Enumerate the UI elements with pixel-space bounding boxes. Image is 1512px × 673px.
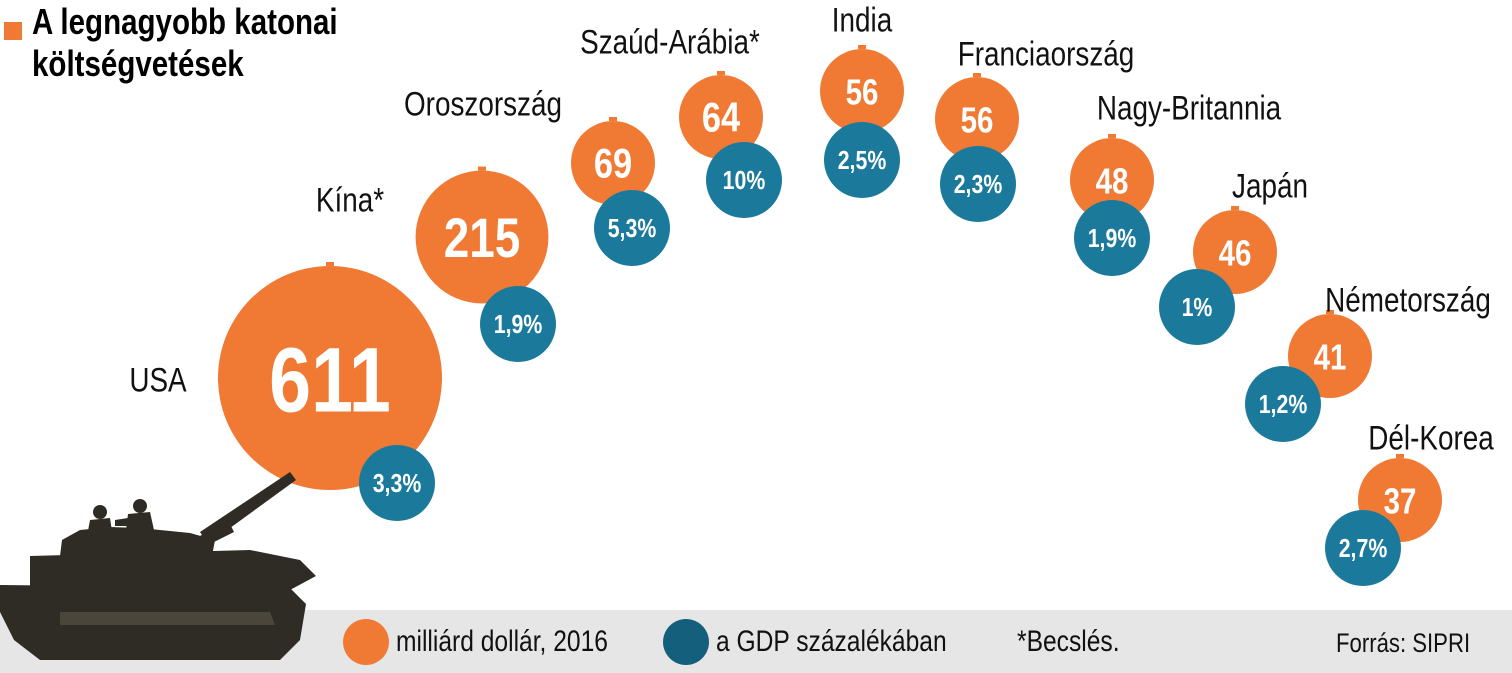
gdp-bubble — [1245, 366, 1321, 442]
spending-bubble — [820, 49, 904, 133]
spending-value-label: 69 — [594, 140, 632, 187]
title-line-1: A legnagyobb katonai — [32, 1, 338, 42]
legend-spending-marker — [343, 619, 389, 665]
gdp-bubble — [480, 286, 556, 362]
spending-value-label: 64 — [702, 94, 741, 141]
bubble-tick — [1326, 310, 1334, 314]
country-label: Franciaország — [958, 35, 1135, 73]
bubble-tick — [326, 262, 334, 266]
spending-value-label: 611 — [269, 329, 391, 432]
country-label: USA — [129, 361, 187, 399]
spending-value-label: 215 — [444, 207, 521, 269]
gdp-bubble — [1325, 510, 1401, 586]
spending-value-label: 37 — [1384, 481, 1417, 521]
gdp-value-label: 2,7% — [1339, 534, 1388, 564]
legend-gdp-marker — [663, 619, 709, 665]
gdp-bubble — [940, 146, 1016, 222]
bubble-tick — [609, 117, 617, 121]
bubble-tick — [973, 73, 981, 77]
spending-bubble — [679, 75, 763, 159]
country-label: Nagy-Britannia — [1097, 89, 1282, 127]
spending-bubble — [571, 121, 655, 205]
gdp-bubble — [359, 445, 435, 521]
spending-bubble — [935, 77, 1019, 161]
tank-silhouette — [0, 472, 316, 660]
title-line-2: költségvetések — [32, 43, 244, 84]
spending-bubble — [218, 266, 442, 490]
estimate-note: *Becslés. — [1017, 625, 1120, 658]
country-label: India — [832, 1, 893, 39]
spending-value-label: 56 — [961, 100, 994, 140]
gdp-value-label: 5,3% — [608, 214, 657, 244]
spending-value-label: 56 — [846, 72, 879, 112]
title-marker — [4, 22, 22, 40]
gdp-bubble — [1159, 269, 1235, 345]
bubble-tick — [478, 166, 486, 171]
legend-gdp-label: a GDP százalékában — [716, 625, 947, 658]
source-note: Forrás: SIPRI — [1336, 628, 1471, 658]
country-label: Németország — [1325, 281, 1491, 319]
spending-bubble — [1193, 210, 1277, 294]
bubble-tick — [717, 71, 725, 75]
spending-value-label: 41 — [1314, 337, 1347, 377]
spending-bubble — [1070, 138, 1154, 222]
legend-spending-label: milliárd dollár, 2016 — [396, 625, 608, 658]
gdp-bubble — [1074, 200, 1150, 276]
gdp-value-label: 10% — [723, 166, 766, 196]
gdp-value-label: 1,2% — [1259, 390, 1308, 420]
gdp-bubble — [706, 142, 782, 218]
bubble-tick — [1231, 206, 1239, 210]
gdp-value-label: 1% — [1182, 293, 1213, 323]
gdp-value-label: 1,9% — [494, 310, 543, 340]
gdp-value-label: 3,3% — [373, 469, 422, 499]
country-label: Japán — [1232, 167, 1308, 205]
gdp-value-label: 1,9% — [1088, 224, 1137, 254]
gdp-bubble — [824, 122, 900, 198]
gdp-value-label: 2,3% — [954, 170, 1003, 200]
gdp-bubble — [594, 190, 670, 266]
bubble-tick — [1396, 454, 1404, 458]
country-label: Dél-Korea — [1368, 419, 1494, 457]
country-label: Szaúd-Arábia* — [580, 23, 760, 61]
country-label: Kína* — [316, 181, 384, 219]
bubble-tick — [858, 45, 866, 49]
spending-bubble — [415, 170, 549, 304]
gdp-value-label: 2,5% — [838, 146, 887, 176]
spending-value-label: 46 — [1219, 233, 1252, 273]
bubble-tick — [1108, 134, 1116, 138]
spending-value-label: 48 — [1096, 161, 1129, 201]
country-label: Oroszország — [404, 85, 562, 123]
